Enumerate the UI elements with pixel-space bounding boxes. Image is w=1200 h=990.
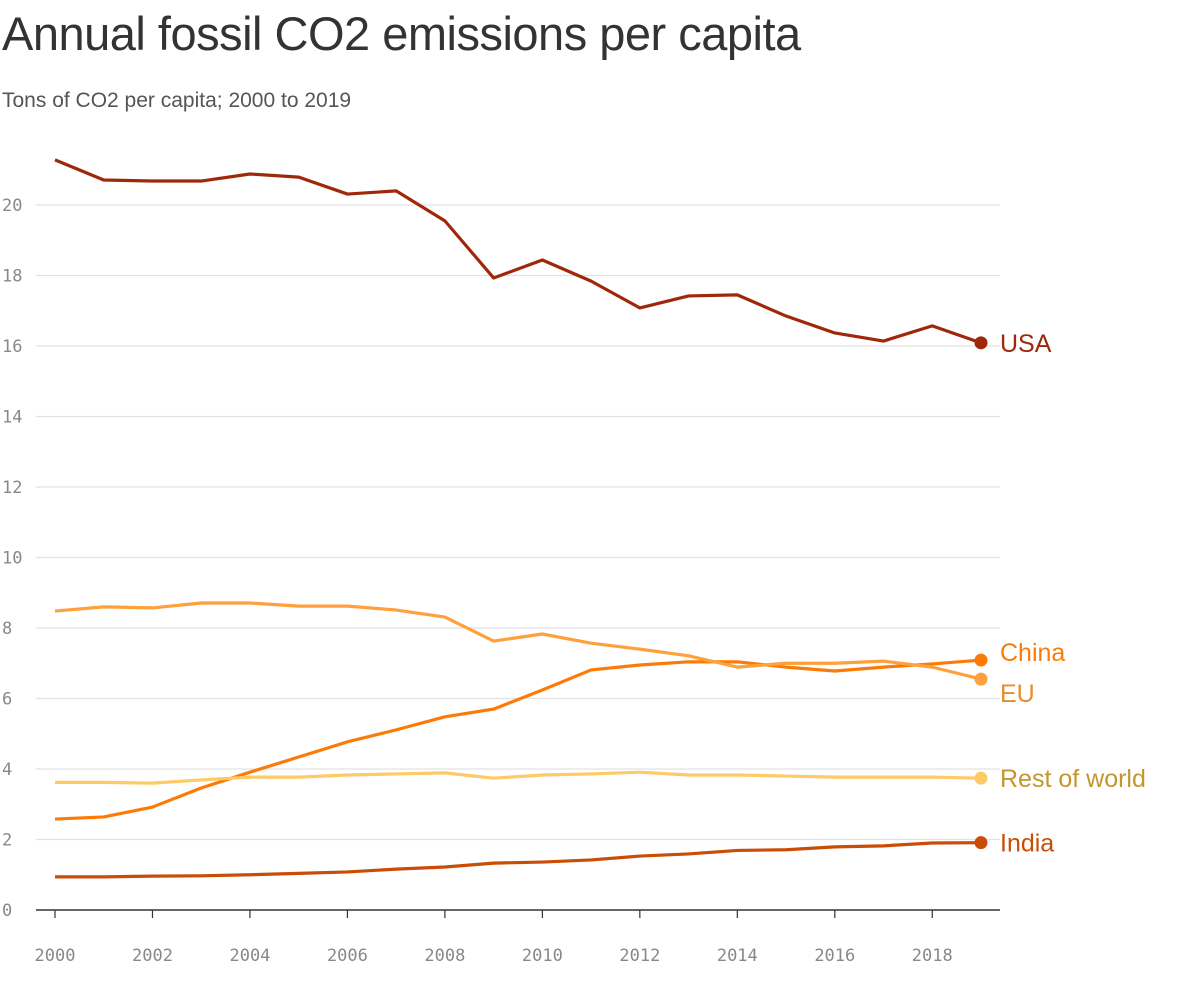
- y-tick-label: 8: [2, 619, 12, 639]
- y-tick-label: 20: [2, 196, 22, 216]
- x-tick-label: 2012: [619, 946, 660, 966]
- x-tick-label: 2010: [522, 946, 563, 966]
- series-end-marker: [974, 672, 988, 686]
- y-tick-label: 2: [2, 831, 12, 851]
- y-tick-label: 12: [2, 478, 22, 498]
- series-end-marker: [974, 653, 988, 667]
- series-label: Rest of world: [1000, 765, 1146, 793]
- series-end-marker: [974, 771, 988, 785]
- series-line-eu: [54, 601, 982, 681]
- y-tick-label: 16: [2, 337, 22, 357]
- series-label: USA: [1000, 330, 1052, 358]
- x-tick-label: 2002: [132, 946, 173, 966]
- series-line-rest-of-world: [55, 770, 982, 785]
- series-label: India: [1000, 830, 1054, 858]
- x-tick-label: 2000: [35, 946, 76, 966]
- series-line-india: [55, 841, 982, 879]
- y-tick-label: 6: [2, 690, 12, 710]
- series-end-marker: [974, 336, 988, 350]
- y-tick-label: 18: [2, 267, 22, 287]
- x-tick-label: 2004: [229, 946, 270, 966]
- series-line-china: [54, 658, 982, 821]
- chart-title: Annual fossil CO2 emissions per capita: [2, 7, 801, 60]
- series-end-marker: [974, 836, 988, 850]
- y-tick-label: 14: [2, 408, 22, 428]
- series-label: EU: [1000, 680, 1035, 708]
- x-tick-label: 2008: [424, 946, 465, 966]
- y-tick-label: 10: [2, 549, 22, 569]
- y-tick-label: 0: [2, 901, 12, 921]
- x-tick-label: 2016: [814, 946, 855, 966]
- y-tick-label: 4: [2, 760, 12, 780]
- x-tick-label: 2006: [327, 946, 368, 966]
- chart-subtitle: Tons of CO2 per capita; 2000 to 2019: [2, 89, 352, 112]
- x-tick-label: 2014: [717, 946, 758, 966]
- x-tick-label: 2018: [912, 946, 953, 966]
- series-label: China: [1000, 639, 1065, 667]
- series-line-usa: [54, 158, 982, 345]
